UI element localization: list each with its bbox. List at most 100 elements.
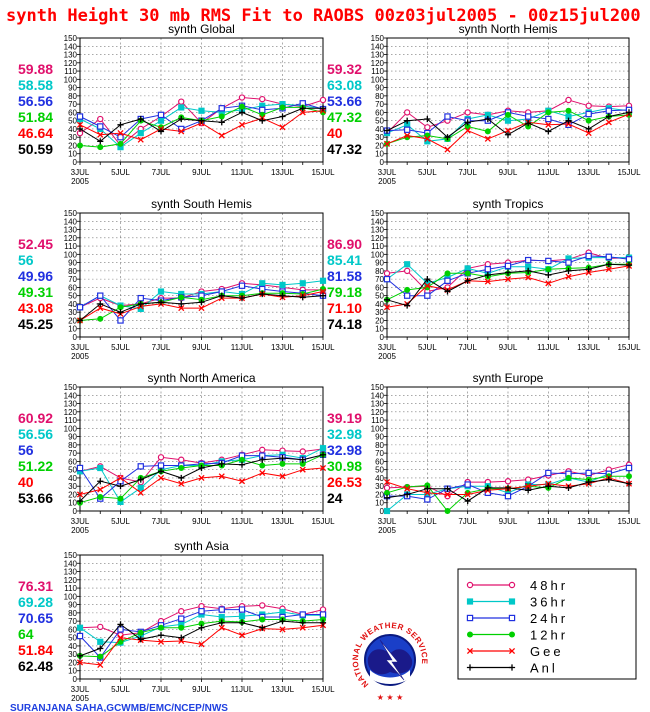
data-point	[565, 484, 572, 491]
y-tick-label: 80	[375, 92, 384, 101]
x-sublabel: 2005	[378, 352, 396, 361]
y-tick-label: 10	[68, 499, 77, 508]
chart-panel-europe: synth Europe 0102030405060708090100110120…	[327, 371, 641, 535]
data-point	[504, 484, 512, 491]
summary-value-12hr: 30.98	[327, 458, 362, 474]
y-tick-label: 20	[68, 490, 77, 499]
data-point	[565, 267, 572, 274]
data-point	[117, 483, 124, 490]
data-point	[76, 491, 84, 498]
data-point	[97, 638, 104, 645]
data-point	[383, 494, 391, 501]
data-point	[157, 454, 165, 461]
data-point	[424, 496, 431, 503]
data-point	[404, 261, 411, 268]
data-point	[299, 105, 306, 112]
data-point	[545, 109, 552, 116]
summary-value-48hr: 76.31	[18, 578, 53, 594]
data-point	[178, 104, 185, 111]
y-tick-label: 0	[73, 333, 78, 342]
y-tick-label: 80	[375, 441, 384, 450]
data-point	[178, 128, 185, 135]
y-tick-label: 120	[64, 234, 78, 243]
data-point	[464, 481, 471, 488]
series-12hr	[384, 107, 632, 147]
x-tick-label: 5JUL	[111, 685, 130, 694]
y-tick-label: 110	[64, 584, 77, 593]
data-point	[504, 117, 512, 124]
data-point	[565, 117, 572, 124]
x-tick-label: 7JUL	[152, 517, 171, 526]
y-tick-label: 100	[64, 75, 78, 84]
data-point	[76, 113, 84, 120]
summary-value-12hr: 51.84	[18, 109, 53, 125]
data-point	[605, 476, 612, 483]
data-point	[464, 119, 471, 126]
data-point	[137, 489, 144, 496]
x-tick-label: 3JUL	[378, 343, 397, 352]
summary-value-48hr: 59.32	[327, 61, 362, 77]
data-point	[504, 269, 512, 276]
data-point	[565, 120, 572, 128]
data-point	[464, 265, 471, 272]
data-point	[444, 491, 451, 498]
data-point	[218, 613, 225, 621]
x-tick-label: 15JUL	[617, 517, 641, 526]
y-tick-label: 10	[375, 325, 384, 334]
y-tick-label: 40	[68, 474, 77, 483]
logo-stars-icon: ★ ★ ★	[377, 693, 404, 702]
x-tick-label: 3JUL	[71, 168, 90, 177]
data-point	[117, 140, 124, 147]
x-tick-label: 13JUL	[271, 685, 295, 694]
y-tick-label: 50	[375, 117, 384, 126]
data-point	[383, 304, 391, 311]
data-point	[464, 497, 471, 505]
y-tick-label: 30	[375, 482, 384, 491]
data-point	[198, 641, 205, 648]
x-tick-label: 5JUL	[418, 517, 437, 526]
summary-value-12hr: 79.18	[327, 284, 362, 300]
x-tick-label: 5JUL	[111, 343, 130, 352]
x-tick-label: 15JUL	[311, 168, 335, 177]
plot-frame	[386, 386, 630, 512]
data-point	[279, 460, 286, 467]
data-point	[444, 288, 451, 295]
data-point	[97, 300, 104, 308]
legend-marker-icon	[466, 647, 474, 655]
data-point	[137, 463, 144, 470]
y-tick-label: 40	[375, 125, 384, 134]
data-point	[525, 123, 532, 130]
y-tick-label: 10	[375, 150, 384, 159]
x-tick-label: 9JUL	[192, 168, 211, 177]
data-point	[403, 292, 411, 299]
data-point	[178, 634, 185, 641]
data-point	[524, 256, 532, 264]
y-tick-label: 30	[68, 308, 77, 317]
data-point	[524, 113, 532, 120]
data-point	[545, 469, 552, 477]
x-sublabel: 2005	[71, 352, 89, 361]
data-point	[404, 286, 411, 293]
data-point	[279, 608, 286, 616]
x-tick-label: 11JUL	[537, 343, 560, 352]
data-point	[178, 115, 185, 123]
data-point	[218, 119, 225, 126]
summary-value-anl: 74.18	[327, 316, 362, 332]
data-point	[403, 109, 411, 116]
series-anl	[76, 290, 327, 324]
panel-title: synth Global	[168, 22, 235, 36]
data-point	[157, 468, 165, 475]
x-tick-label: 3JUL	[71, 343, 90, 352]
legend-marker-icon	[467, 631, 473, 638]
data-point	[319, 292, 327, 299]
data-point	[178, 456, 185, 463]
data-point	[76, 468, 84, 475]
data-point	[319, 611, 327, 618]
chart-panel-global: synth Global 0102030405060708090100110120…	[18, 22, 335, 186]
data-point	[117, 634, 124, 641]
data-point	[117, 144, 124, 151]
data-point	[117, 304, 124, 311]
summary-value-gee: 40	[18, 474, 34, 490]
y-tick-label: 50	[68, 634, 77, 643]
